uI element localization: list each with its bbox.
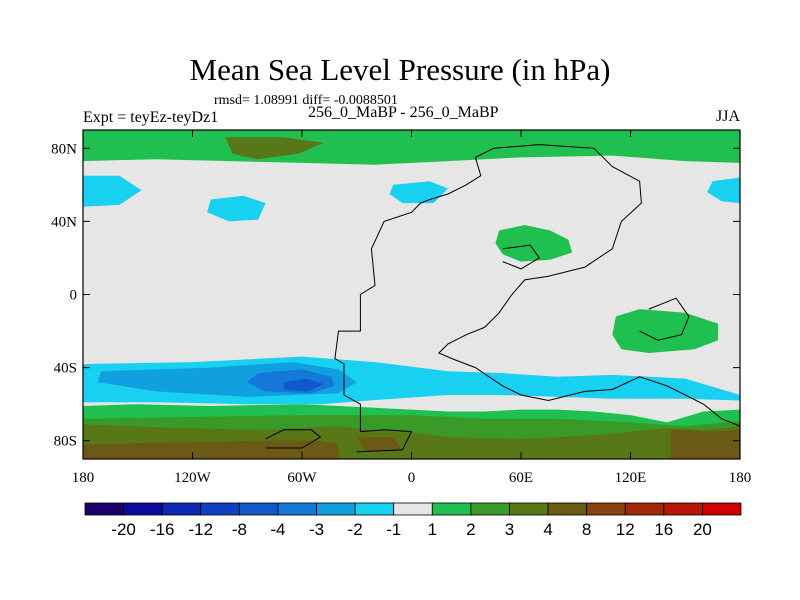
colorbar-swatch-6: [316, 502, 356, 516]
colorbar-swatch-5: [277, 502, 317, 516]
colorbar-swatch-9: [431, 502, 472, 516]
y-tick-label-1: 40N: [51, 214, 77, 230]
colorbar-label-1: -16: [150, 520, 175, 539]
chart-title: Mean Sea Level Pressure (in hPa): [189, 52, 611, 87]
coastlines: [265, 144, 740, 453]
colorbar-swatch-7: [354, 502, 395, 516]
contour-region-4-0: [83, 440, 339, 459]
contour-region-1-3: [612, 309, 719, 353]
contour-region-4-1: [670, 429, 740, 459]
colorbar-label-3: -8: [232, 520, 247, 539]
colorbar-swatch-8: [393, 502, 433, 516]
colorbar-swatch-10: [470, 502, 510, 516]
colorbar: -20 -16 -12 -8 -4 -3 -2 -1 1 2 3 4 8 12 16 20: [84, 502, 742, 539]
colorbar-label-5: -3: [309, 520, 324, 539]
coastline-1: [356, 429, 413, 453]
y-tick-label-3: 40S: [54, 361, 77, 377]
colorbar-swatch-15: [663, 502, 703, 516]
x-tick-label-3: 0: [408, 470, 416, 486]
x-tick-label-1: 120W: [174, 470, 212, 486]
y-tick-label-0: 80N: [51, 141, 77, 157]
y-axis: 80N 40N 0 40S 80S: [51, 141, 740, 450]
y-tick-label-2: 0: [70, 288, 78, 304]
colorbar-label-15: 20: [693, 520, 712, 539]
colorbar-label-0: -20: [111, 520, 136, 539]
contour-region-5-4: [389, 181, 448, 204]
contour-region-4-2: [356, 437, 403, 452]
x-tick-label-0: 180: [72, 470, 95, 486]
coastline-0: [334, 144, 740, 432]
x-axis: 180 120W 60W 0 60E 120E 180: [72, 130, 752, 486]
colorbar-label-8: 1: [428, 520, 437, 539]
colorbar-label-12: 8: [582, 520, 591, 539]
colorbar-label-2: -12: [189, 520, 214, 539]
colorbar-swatch-3: [200, 502, 240, 516]
x-tick-label-4: 60E: [509, 470, 533, 486]
contour-region-3-0: [225, 137, 324, 160]
colorbar-swatch-0: [84, 502, 124, 516]
coastline-2: [265, 429, 322, 449]
coastline-3: [639, 297, 690, 341]
colorbar-swatch-11: [509, 502, 549, 516]
colorbar-label-11: 4: [543, 520, 552, 539]
colorbar-swatch-4: [238, 502, 279, 516]
contour-region-5-2: [707, 177, 740, 204]
colorbar-swatch-1: [123, 502, 163, 516]
colorbar-swatch-16: [702, 502, 742, 516]
colorbar-swatch-2: [161, 502, 202, 516]
colorbar-label-14: 16: [654, 520, 673, 539]
coastline-4: [502, 244, 541, 270]
x-tick-label-6: 180: [729, 470, 752, 486]
y-tick-label-4: 80S: [54, 434, 77, 450]
colorbar-swatch-14: [624, 502, 665, 516]
colorbar-label-9: 2: [466, 520, 475, 539]
stats-label: rmsd= 1.08991 diff= -0.0088501: [214, 93, 398, 108]
colorbar-label-13: 12: [616, 520, 635, 539]
contour-region-1-2: [495, 225, 573, 262]
comparison-label: 256_0_MaBP - 256_0_MaBP: [308, 104, 499, 121]
colorbar-label-4: -4: [270, 520, 285, 539]
colorbar-label-7: -1: [386, 520, 401, 539]
colorbar-swatch-13: [586, 502, 626, 516]
season-label: JJA: [716, 108, 741, 125]
x-tick-label-5: 120E: [615, 470, 647, 486]
experiment-label: Expt = teyEz-teyDz1: [83, 109, 219, 126]
contour-region-8-0: [283, 378, 324, 392]
contour-region-5-3: [207, 195, 266, 222]
x-tick-label-2: 60W: [287, 470, 317, 486]
contour-region-5-1: [83, 175, 142, 207]
colorbar-label-10: 3: [505, 520, 514, 539]
contour-fields: [83, 130, 740, 459]
colorbar-label-6: -2: [348, 520, 363, 539]
colorbar-swatch-12: [547, 502, 588, 516]
